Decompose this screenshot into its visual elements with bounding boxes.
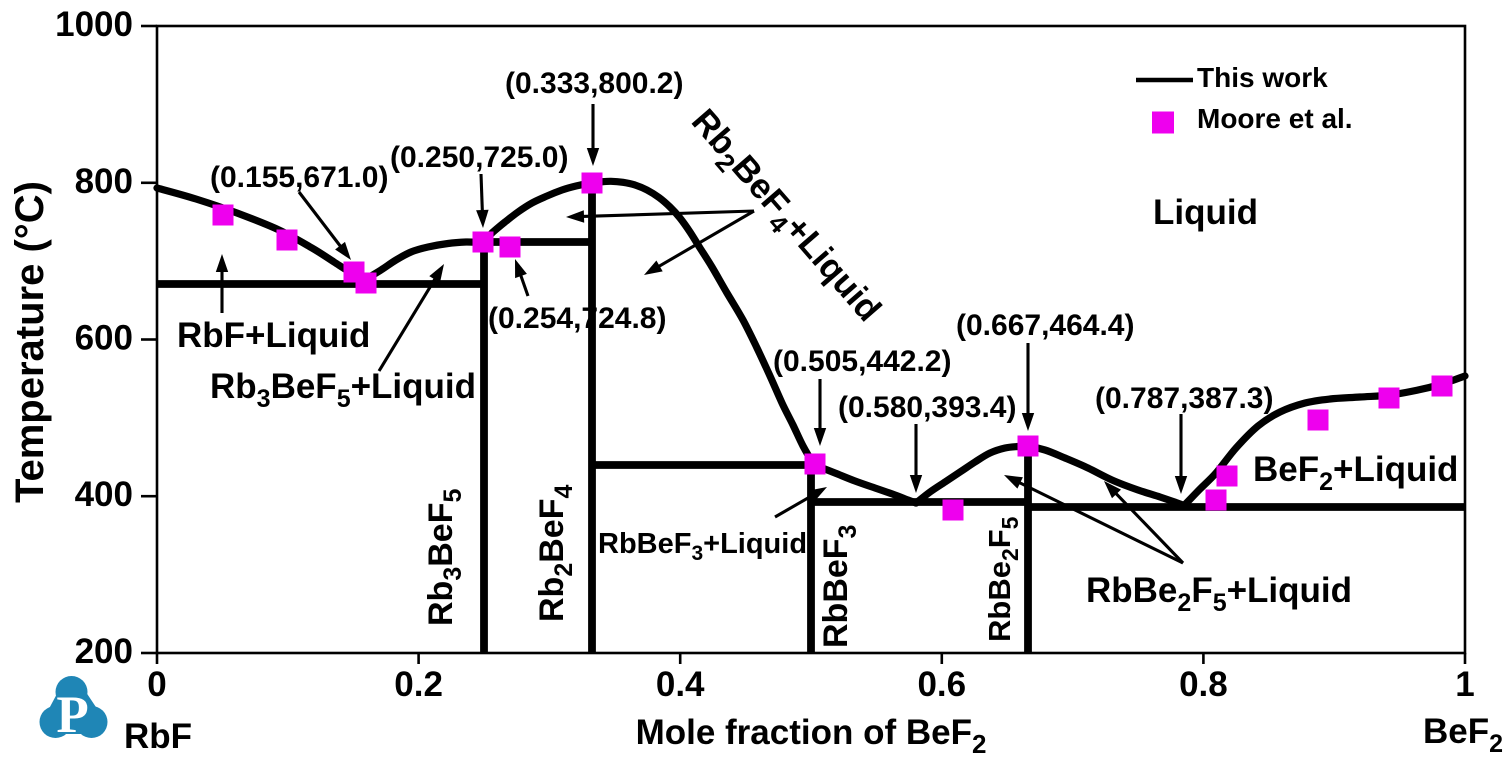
svg-text:(0.505,442.2): (0.505,442.2) — [773, 345, 951, 378]
svg-text:0: 0 — [147, 665, 166, 704]
svg-text:Temperature (°C): Temperature (°C) — [8, 181, 52, 503]
svg-text:0.4: 0.4 — [656, 665, 705, 704]
svg-text:400: 400 — [75, 475, 133, 514]
svg-text:0.6: 0.6 — [917, 665, 966, 704]
svg-text:Moore et al.: Moore et al. — [1197, 103, 1353, 134]
svg-text:800: 800 — [75, 162, 133, 201]
svg-text:0.8: 0.8 — [1179, 665, 1228, 704]
svg-text:(0.254,724.8): (0.254,724.8) — [488, 302, 666, 335]
svg-text:RbF: RbF — [124, 717, 192, 756]
svg-text:1000: 1000 — [55, 5, 133, 44]
svg-text:(0.580,393.4): (0.580,393.4) — [838, 391, 1016, 424]
svg-text:Rb3​BeF5​: Rb3​BeF5​ — [422, 489, 467, 626]
svg-text:(0.787,387.3): (0.787,387.3) — [1095, 382, 1273, 415]
svg-text:1: 1 — [1455, 665, 1474, 704]
svg-text:RbBeF3​+Liquid: RbBeF3​+Liquid — [598, 528, 807, 565]
svg-text:P: P — [56, 686, 88, 744]
svg-text:BeF2​+Liquid: BeF2​+Liquid — [1253, 450, 1458, 496]
svg-text:0.2: 0.2 — [394, 665, 443, 704]
svg-text:Liquid: Liquid — [1153, 193, 1258, 232]
svg-text:(0.667,464.4): (0.667,464.4) — [956, 309, 1134, 342]
svg-text:RbBeF3​: RbBeF3​ — [817, 525, 862, 648]
svg-text:(0.155,671.0): (0.155,671.0) — [210, 161, 388, 194]
svg-text:RbF+Liquid: RbF+Liquid — [177, 316, 370, 355]
svg-text:RbBe2​F5​: RbBe2​F5​ — [982, 516, 1023, 642]
svg-text:(0.333,800.2): (0.333,800.2) — [505, 67, 683, 100]
svg-text:(0.250,725.0): (0.250,725.0) — [390, 141, 568, 174]
svg-text:This work: This work — [1197, 62, 1328, 93]
svg-text:Rb2​BeF4​: Rb2​BeF4​ — [533, 485, 578, 622]
svg-text:Mole fraction of BeF2​: Mole fraction of BeF2​ — [636, 713, 987, 759]
svg-text:200: 200 — [75, 632, 133, 671]
svg-text:600: 600 — [75, 319, 133, 358]
